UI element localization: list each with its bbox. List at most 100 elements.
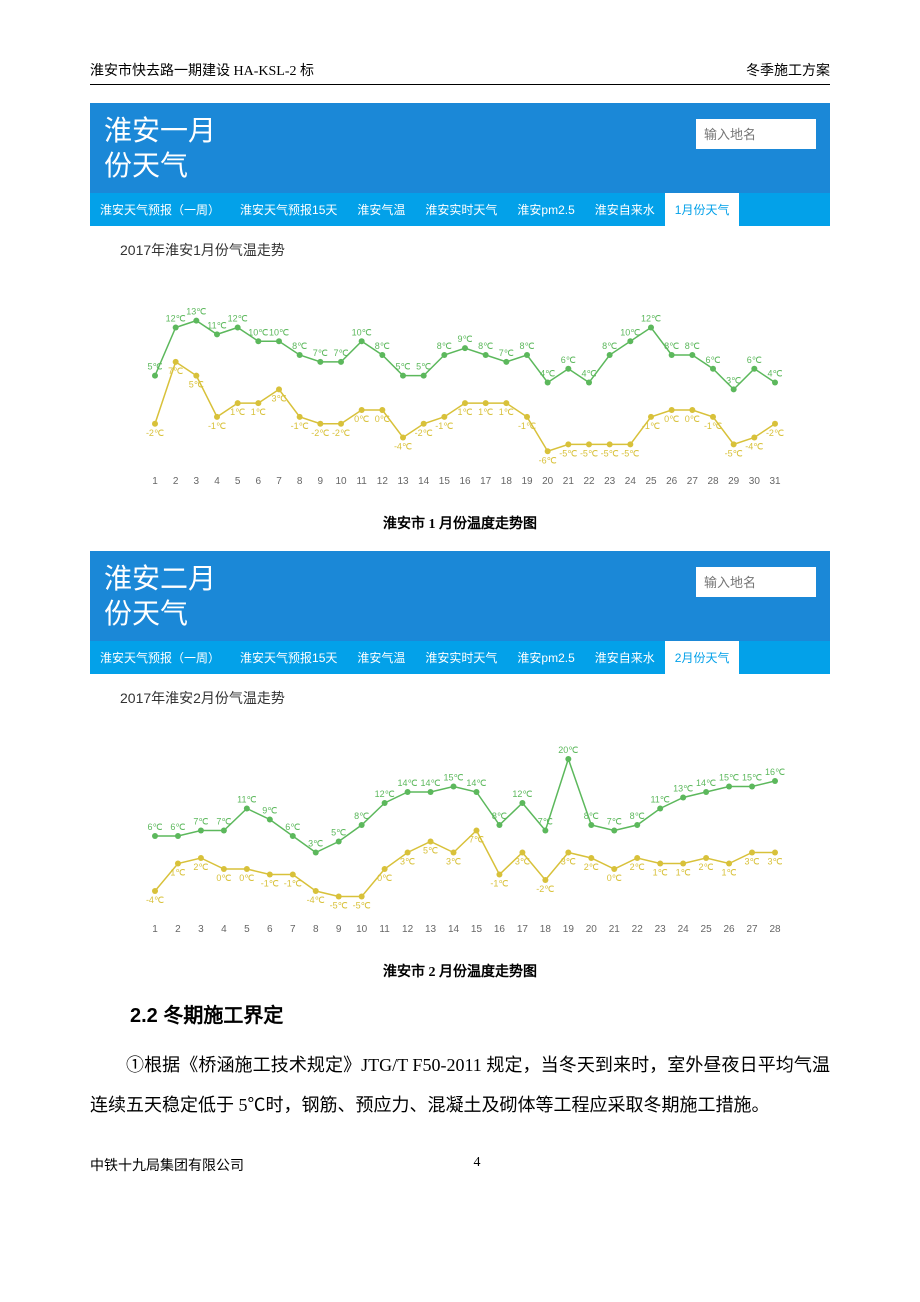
svg-text:-4℃: -4℃	[745, 442, 763, 452]
weather-tab[interactable]: 淮安pm2.5	[507, 641, 584, 674]
svg-text:-5℃: -5℃	[559, 448, 577, 458]
svg-text:-5℃: -5℃	[353, 901, 371, 911]
weather-tab[interactable]: 淮安自来水	[585, 193, 665, 226]
svg-text:31: 31	[769, 476, 781, 487]
document-footer: 中铁十九局集团有限公司 4	[90, 1155, 830, 1175]
svg-text:3℃: 3℃	[271, 393, 286, 403]
svg-text:28: 28	[769, 924, 781, 935]
svg-text:8℃: 8℃	[685, 341, 700, 351]
svg-text:5: 5	[235, 476, 241, 487]
location-search-input[interactable]	[704, 575, 816, 590]
location-search[interactable]	[696, 567, 816, 597]
svg-text:4℃: 4℃	[767, 369, 782, 379]
svg-text:10: 10	[335, 476, 347, 487]
svg-text:0℃: 0℃	[664, 414, 679, 424]
svg-text:7: 7	[276, 476, 282, 487]
svg-text:2: 2	[173, 476, 179, 487]
svg-text:3℃: 3℃	[446, 857, 461, 867]
svg-text:8℃: 8℃	[519, 341, 534, 351]
svg-text:24: 24	[625, 476, 637, 487]
weather-tab[interactable]: 1月份天气	[665, 193, 740, 226]
svg-text:5: 5	[244, 924, 250, 935]
svg-text:14℃: 14℃	[420, 778, 440, 788]
svg-text:5℃: 5℃	[395, 362, 410, 372]
svg-text:8℃: 8℃	[437, 341, 452, 351]
svg-text:27: 27	[687, 476, 699, 487]
svg-text:1℃: 1℃	[230, 407, 245, 417]
svg-text:15℃: 15℃	[719, 773, 739, 783]
weather-tab[interactable]: 淮安气温	[347, 641, 415, 674]
svg-text:14℃: 14℃	[696, 778, 716, 788]
weather-tab[interactable]: 2月份天气	[665, 641, 740, 674]
svg-text:14: 14	[448, 924, 460, 935]
svg-text:7℃: 7℃	[333, 348, 348, 358]
svg-text:-4℃: -4℃	[146, 895, 164, 905]
svg-text:10℃: 10℃	[248, 327, 268, 337]
weather-tab[interactable]: 淮安天气预报15天	[230, 641, 347, 674]
svg-text:11: 11	[379, 924, 390, 935]
svg-text:7℃: 7℃	[193, 817, 208, 827]
svg-text:12℃: 12℃	[375, 789, 395, 799]
weather-tab[interactable]: 淮安天气预报（一周）	[90, 641, 230, 674]
svg-text:9: 9	[318, 476, 324, 487]
svg-text:4: 4	[221, 924, 227, 935]
svg-text:-5℃: -5℃	[580, 448, 598, 458]
svg-text:26: 26	[666, 476, 678, 487]
svg-text:7℃: 7℃	[313, 348, 328, 358]
svg-text:-1℃: -1℃	[291, 421, 309, 431]
svg-text:16: 16	[494, 924, 506, 935]
svg-text:5℃: 5℃	[423, 846, 438, 856]
chart-area: 2017年淮安1月份气温走势5℃12℃13℃11℃12℃10℃10℃8℃7℃7℃…	[90, 226, 830, 505]
svg-text:4: 4	[214, 476, 220, 487]
svg-text:1℃: 1℃	[251, 407, 266, 417]
svg-text:7℃: 7℃	[499, 348, 514, 358]
weather-tab[interactable]: 淮安天气预报（一周）	[90, 193, 230, 226]
temperature-chart: 5℃12℃13℃11℃12℃10℃10℃8℃7℃7℃10℃8℃5℃5℃8℃9℃8…	[120, 290, 810, 490]
location-search-input[interactable]	[704, 127, 816, 142]
svg-text:-5℃: -5℃	[601, 448, 619, 458]
svg-text:12℃: 12℃	[166, 314, 186, 324]
svg-text:23: 23	[604, 476, 616, 487]
svg-text:7℃: 7℃	[168, 366, 183, 376]
svg-text:8℃: 8℃	[492, 811, 507, 821]
svg-text:4℃: 4℃	[540, 369, 555, 379]
svg-text:19: 19	[521, 476, 533, 487]
svg-text:5℃: 5℃	[189, 380, 204, 390]
svg-text:10℃: 10℃	[352, 327, 372, 337]
svg-text:12: 12	[377, 476, 389, 487]
svg-text:7: 7	[290, 924, 296, 935]
svg-text:-1℃: -1℃	[284, 879, 302, 889]
svg-text:1℃: 1℃	[478, 407, 493, 417]
svg-text:6℃: 6℃	[285, 822, 300, 832]
svg-text:8℃: 8℃	[630, 811, 645, 821]
svg-text:17: 17	[480, 476, 492, 487]
widget-title: 淮安二月份天气	[104, 561, 234, 631]
svg-text:24: 24	[678, 924, 690, 935]
svg-text:28: 28	[707, 476, 719, 487]
document-header: 淮安市快去路一期建设 HA-KSL-2 标 冬季施工方案	[90, 60, 830, 85]
svg-text:12: 12	[402, 924, 414, 935]
tab-bar: 淮安天气预报（一周）淮安天气预报15天淮安气温淮安实时天气淮安pm2.5淮安自来…	[90, 193, 830, 226]
svg-text:-1℃: -1℃	[704, 421, 722, 431]
svg-text:0℃: 0℃	[216, 873, 231, 883]
svg-text:-2℃: -2℃	[415, 428, 433, 438]
svg-text:13: 13	[425, 924, 437, 935]
weather-tab[interactable]: 淮安实时天气	[415, 641, 507, 674]
svg-text:21: 21	[609, 924, 621, 935]
svg-text:3: 3	[194, 476, 200, 487]
svg-text:-2℃: -2℃	[766, 428, 784, 438]
weather-tab[interactable]: 淮安自来水	[585, 641, 665, 674]
svg-text:9℃: 9℃	[262, 806, 277, 816]
svg-text:1: 1	[152, 924, 158, 935]
svg-text:5℃: 5℃	[147, 362, 162, 372]
weather-tab[interactable]: 淮安天气预报15天	[230, 193, 347, 226]
weather-tab[interactable]: 淮安气温	[347, 193, 415, 226]
svg-text:-1℃: -1℃	[261, 879, 279, 889]
svg-text:11℃: 11℃	[207, 320, 226, 330]
weather-tab[interactable]: 淮安实时天气	[415, 193, 507, 226]
location-search[interactable]	[696, 119, 816, 149]
chart-caption: 淮安市 1 月份温度走势图	[90, 513, 830, 533]
svg-text:0℃: 0℃	[239, 873, 254, 883]
weather-tab[interactable]: 淮安pm2.5	[507, 193, 584, 226]
svg-text:8℃: 8℃	[354, 811, 369, 821]
